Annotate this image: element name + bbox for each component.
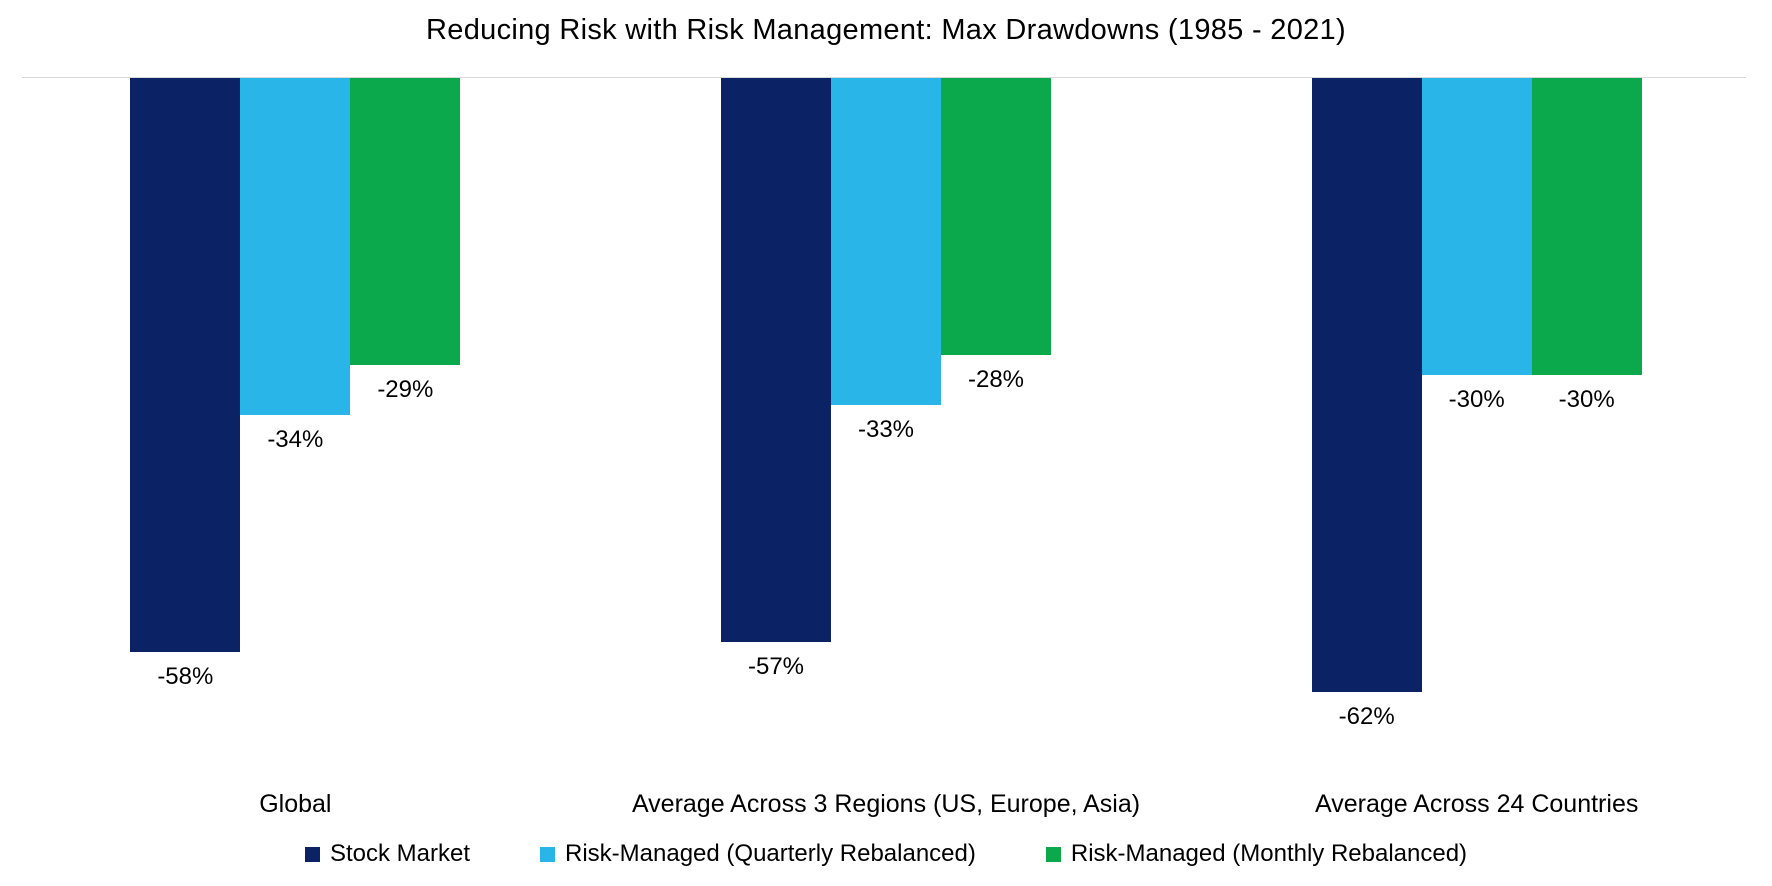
bar-column: -62% [1311,78,1422,731]
bar-column: -58% [130,78,241,691]
value-label: -62% [1338,702,1395,730]
bar-column: -57% [721,78,831,681]
bar-group: -62% -30% -30% [1181,78,1772,731]
legend-marker-icon [304,846,320,862]
category-label: Average Across 24 Countries [1315,790,1639,818]
category-label: Average Across 3 Regions (US, Europe, As… [631,790,1141,818]
value-label: -58% [157,663,214,691]
value-label: -57% [747,653,805,681]
legend-item: Risk-Managed (Quarterly Rebalanced) [540,840,976,868]
bar-column: -34% [240,78,351,454]
legend-item: Risk-Managed (Monthly Rebalanced) [1045,840,1468,868]
bar [1311,78,1422,692]
zero-axis-line [22,77,1746,78]
legend-label: Risk-Managed (Quarterly Rebalanced) [565,840,976,867]
legend-label: Risk-Managed (Monthly Rebalanced) [1070,840,1468,867]
value-label: -30% [1448,386,1505,413]
legend-marker-icon [1045,846,1061,862]
value-label: -33% [857,415,915,443]
bar [721,78,831,643]
bar [1531,78,1642,375]
bar-group: -58% -34% -29% [0,78,591,731]
bar-column: -30% [1531,78,1642,414]
legend-marker-icon [540,846,555,862]
legend: Stock Market Risk-Managed (Quarterly Reba… [0,840,1772,868]
bar-column: -33% [831,78,941,444]
plot-area: -58% -34% -29% -57% -33% -28% -62% -30% -30% [0,78,1772,731]
legend-item: Stock Market [304,840,470,868]
bar [240,78,351,415]
bar [1421,78,1532,375]
bar-column: -30% [1421,78,1532,414]
value-label: -28% [967,366,1025,394]
chart-title: Reducing Risk with Risk Management: Max … [426,14,1346,46]
bar [831,78,941,405]
value-label: -34% [267,425,324,453]
bar [350,78,461,366]
value-label: -30% [1558,386,1615,413]
bar [941,78,1051,356]
category-label: Global [259,790,332,818]
bar-column: -28% [941,78,1051,394]
legend-label: Stock Market [329,840,470,867]
value-label: -29% [377,376,434,404]
bar [130,78,241,653]
bar-group: -57% -33% -28% [591,78,1182,731]
bar-column: -29% [350,78,461,404]
category-axis: Global Average Across 3 Regions (US, Euro… [0,790,1772,819]
